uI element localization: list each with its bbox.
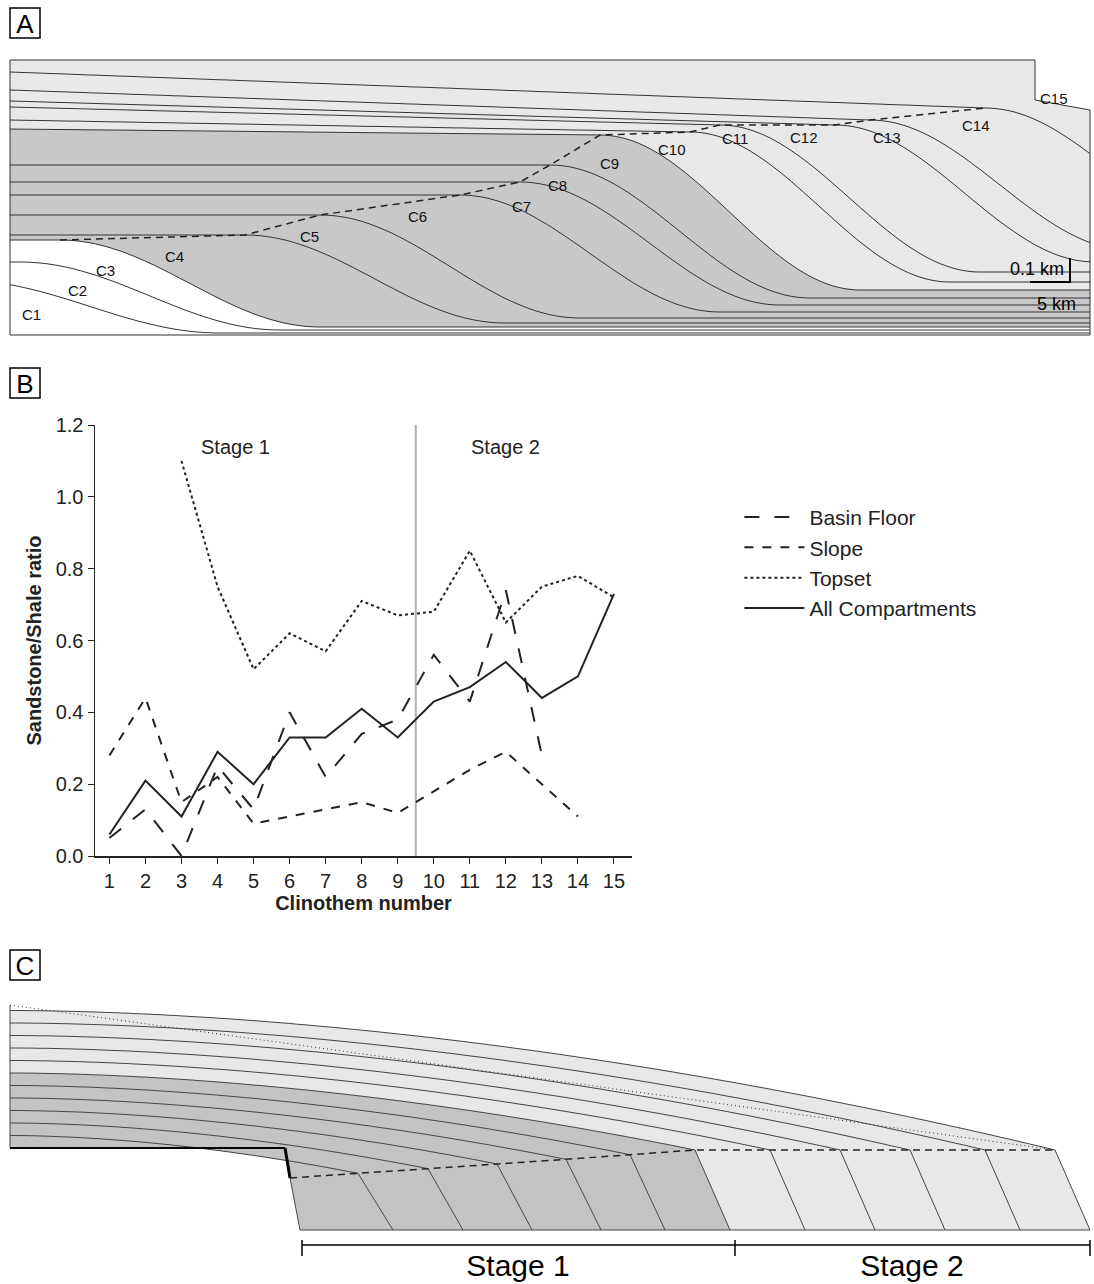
svg-text:Sandstone/Shale ratio: Sandstone/Shale ratio: [23, 535, 45, 745]
svg-text:0.0: 0.0: [56, 845, 84, 867]
svg-text:5: 5: [248, 870, 259, 892]
svg-text:14: 14: [567, 870, 589, 892]
svg-text:11: 11: [459, 870, 480, 892]
svg-text:C14: C14: [962, 117, 990, 134]
svg-text:C3: C3: [96, 262, 115, 279]
svg-text:5 km: 5 km: [1037, 294, 1076, 314]
svg-text:0.6: 0.6: [56, 630, 84, 652]
svg-text:C6: C6: [408, 208, 427, 225]
svg-text:C7: C7: [512, 198, 531, 215]
svg-text:C12: C12: [790, 129, 818, 146]
svg-text:C15: C15: [1040, 90, 1068, 107]
svg-text:C11: C11: [722, 130, 748, 147]
svg-text:0.4: 0.4: [56, 701, 84, 723]
svg-text:C1: C1: [22, 306, 41, 323]
svg-text:Clinothem number: Clinothem number: [275, 892, 452, 914]
svg-text:10: 10: [423, 870, 445, 892]
svg-text:C9: C9: [600, 155, 619, 172]
svg-text:Stage 1: Stage 1: [466, 1249, 569, 1282]
svg-text:Stage 1: Stage 1: [201, 436, 270, 458]
svg-text:Topset: Topset: [809, 567, 871, 590]
svg-text:C: C: [16, 951, 35, 981]
svg-text:12: 12: [495, 870, 517, 892]
svg-text:0.1 km: 0.1 km: [1010, 259, 1064, 279]
svg-text:6: 6: [284, 870, 295, 892]
svg-text:2: 2: [140, 870, 151, 892]
svg-text:1: 1: [104, 870, 115, 892]
svg-text:A: A: [16, 9, 34, 39]
svg-text:All Compartments: All Compartments: [809, 597, 976, 620]
svg-text:Slope: Slope: [809, 537, 863, 560]
svg-text:Stage 2: Stage 2: [471, 436, 540, 458]
svg-text:1.0: 1.0: [56, 486, 84, 508]
svg-text:9: 9: [392, 870, 403, 892]
svg-text:13: 13: [531, 870, 553, 892]
svg-text:0.8: 0.8: [56, 558, 84, 580]
svg-text:C10: C10: [658, 141, 686, 158]
svg-text:8: 8: [356, 870, 367, 892]
svg-text:C2: C2: [68, 282, 87, 299]
svg-text:Stage 2: Stage 2: [860, 1249, 963, 1282]
svg-text:B: B: [16, 369, 33, 399]
svg-text:0.2: 0.2: [56, 773, 84, 795]
svg-text:15: 15: [603, 870, 625, 892]
svg-text:C8: C8: [548, 177, 567, 194]
svg-text:C13: C13: [873, 129, 901, 146]
svg-text:C4: C4: [165, 248, 184, 265]
svg-text:3: 3: [176, 870, 187, 892]
svg-text:7: 7: [320, 870, 331, 892]
svg-text:C5: C5: [300, 228, 319, 245]
svg-text:4: 4: [212, 870, 223, 892]
svg-text:Basin Floor: Basin Floor: [809, 506, 915, 529]
svg-text:1.2: 1.2: [56, 414, 84, 436]
